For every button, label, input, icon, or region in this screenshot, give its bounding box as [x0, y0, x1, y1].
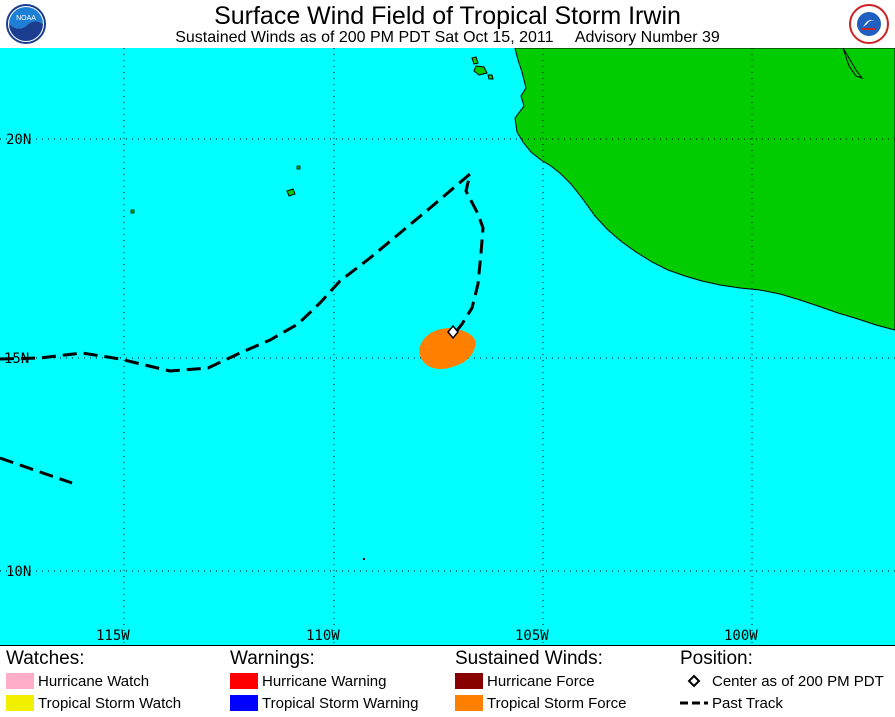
legend-label: Tropical Storm Force [487, 694, 627, 712]
tropical-storm-warning-swatch [230, 695, 258, 711]
legend-label: Tropical Storm Watch [38, 694, 182, 712]
storm-center-diamond-icon [447, 324, 459, 340]
header: NOAA Surface Wind Field of Tropical Stor… [0, 0, 895, 48]
legend-label: Past Track [712, 694, 783, 712]
wind-field-tropical-storm-force [419, 328, 476, 369]
legend-item-tropical-storm-warning: Tropical Storm Warning [230, 693, 418, 713]
legend-warnings: Warnings: Hurricane Warning Tropical Sto… [230, 648, 418, 712]
island [473, 65, 488, 76]
legend-label: Tropical Storm Warning [262, 694, 419, 712]
legend-heading: Sustained Winds: [455, 648, 603, 669]
dashed-line-icon [680, 695, 708, 711]
mexico-coast [514, 48, 895, 331]
island [286, 188, 296, 197]
legend-item-past-track: Past Track [680, 693, 783, 713]
noaa-logo: NOAA [6, 4, 46, 44]
island [471, 56, 479, 65]
hurricane-watch-swatch [6, 673, 34, 689]
lat-label: 20N [6, 132, 31, 148]
longitude-labels: 115W 110W 105W 100W [96, 628, 758, 644]
lon-label: 100W [724, 628, 758, 644]
lon-label: 105W [515, 628, 549, 644]
legend-label: Hurricane Warning [262, 672, 387, 690]
lat-label: 10N [6, 564, 31, 580]
legend-heading: Position: [680, 648, 753, 669]
tropical-storm-watch-swatch [6, 695, 34, 711]
lat-label: 15N [4, 351, 29, 367]
legend-heading: Watches: [6, 648, 85, 669]
page-subtitle: Sustained Winds as of 200 PM PDT Sat Oct… [175, 29, 720, 46]
lon-label: 110W [306, 628, 340, 644]
legend-sustained-winds: Sustained Winds: Hurricane Force Tropica… [455, 648, 626, 712]
legend-item-hurricane-warning: Hurricane Warning [230, 671, 387, 691]
legend-heading: Warnings: [230, 648, 315, 669]
island [363, 558, 365, 560]
hurricane-force-swatch [455, 673, 483, 689]
legend-label: Hurricane Force [487, 672, 595, 690]
legend-label: Center as of 200 PM PDT [712, 672, 884, 690]
legend-item-tropical-storm-watch: Tropical Storm Watch [6, 693, 181, 713]
legend-item-center: Center as of 200 PM PDT [680, 671, 884, 691]
island [487, 74, 494, 80]
noaa-logo-text: NOAA [16, 15, 36, 22]
wind-field-map: 20N 15N 10N 115W 110W 105W 100W [0, 48, 895, 645]
legend-label: Hurricane Watch [38, 672, 150, 690]
island [296, 165, 301, 170]
hurricane-warning-swatch [230, 673, 258, 689]
legend-watches: Watches: Hurricane Watch Tropical Storm … [6, 648, 181, 712]
legend-position: Position: Center as of 200 PM PDT Past T… [680, 648, 884, 712]
page-title: Surface Wind Field of Tropical Storm Irw… [214, 2, 681, 30]
tropical-storm-force-swatch [455, 695, 483, 711]
past-track [0, 169, 485, 485]
island [130, 209, 135, 214]
land-detail [842, 48, 864, 79]
legend-item-hurricane-force: Hurricane Force [455, 671, 595, 691]
nws-logo [849, 4, 889, 44]
legend: Watches: Hurricane Watch Tropical Storm … [0, 645, 895, 717]
lon-label: 115W [96, 628, 130, 644]
legend-item-tropical-storm-force: Tropical Storm Force [455, 693, 626, 713]
diamond-icon [680, 673, 708, 689]
latitude-labels: 20N 15N 10N [4, 132, 31, 580]
legend-item-hurricane-watch: Hurricane Watch [6, 671, 149, 691]
